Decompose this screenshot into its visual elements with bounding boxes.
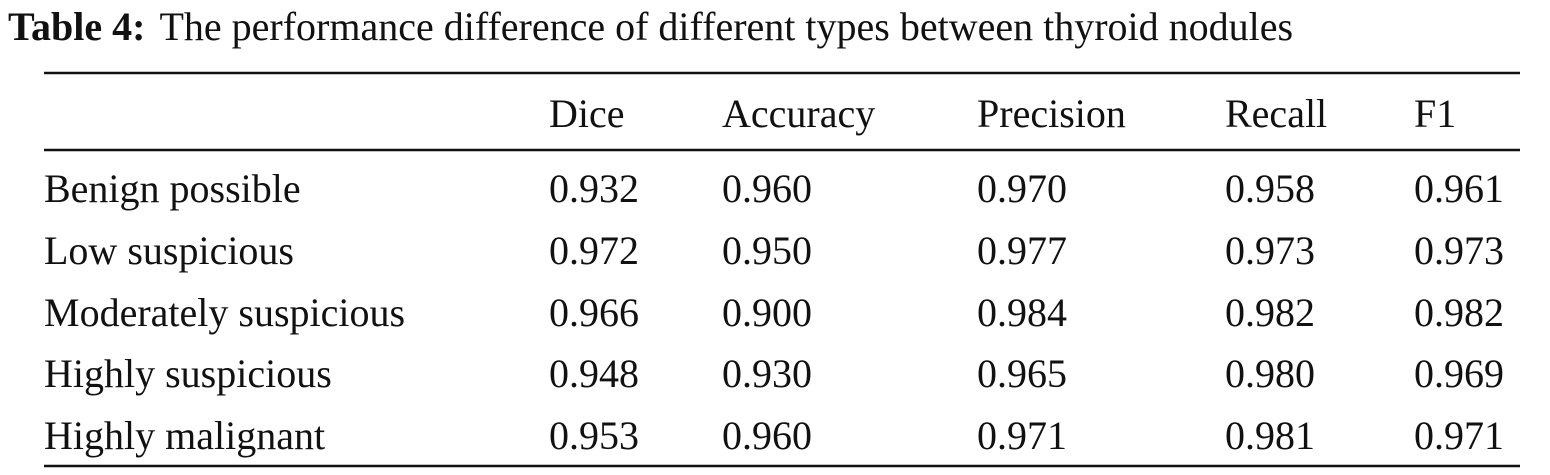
cell-value: 0.948 [549, 351, 639, 396]
cell-value: 0.953 [549, 413, 639, 458]
cell-value: 0.971 [1414, 413, 1504, 458]
cell-value: 0.972 [549, 228, 639, 273]
row-label: Highly malignant [44, 413, 325, 458]
cell-value: 0.982 [1414, 290, 1504, 335]
cell-value: 0.973 [1414, 228, 1504, 273]
cell-value: 0.984 [977, 290, 1067, 335]
row-label: Benign possible [44, 166, 301, 211]
cell-value: 0.960 [722, 166, 812, 211]
column-header: Precision [977, 91, 1126, 136]
row-label: Moderately suspicious [44, 290, 405, 335]
cell-value: 0.930 [722, 351, 812, 396]
cell-value: 0.961 [1414, 166, 1504, 211]
row-label: Low suspicious [44, 228, 294, 273]
cell-value: 0.982 [1225, 290, 1315, 335]
cell-value: 0.981 [1225, 413, 1315, 458]
caption-label: Table 4: [8, 4, 145, 49]
cell-value: 0.965 [977, 351, 1067, 396]
row-label: Highly suspicious [44, 351, 332, 396]
cell-value: 0.973 [1225, 228, 1315, 273]
column-header: Accuracy [722, 91, 875, 136]
cell-value: 0.932 [549, 166, 639, 211]
cell-value: 0.969 [1414, 351, 1504, 396]
cell-value: 0.970 [977, 166, 1067, 211]
cell-value: 0.958 [1225, 166, 1315, 211]
cell-value: 0.977 [977, 228, 1067, 273]
cell-value: 0.966 [549, 290, 639, 335]
cell-value: 0.960 [722, 413, 812, 458]
cell-value: 0.900 [722, 290, 812, 335]
cell-value: 0.950 [722, 228, 812, 273]
column-header: Recall [1225, 91, 1327, 136]
column-header: Dice [549, 91, 625, 136]
cell-value: 0.971 [977, 413, 1067, 458]
cell-value: 0.980 [1225, 351, 1315, 396]
column-header: F1 [1414, 91, 1456, 136]
caption: Table 4: The performance difference of di… [8, 4, 1293, 49]
caption-text: The performance difference of different … [159, 4, 1293, 49]
